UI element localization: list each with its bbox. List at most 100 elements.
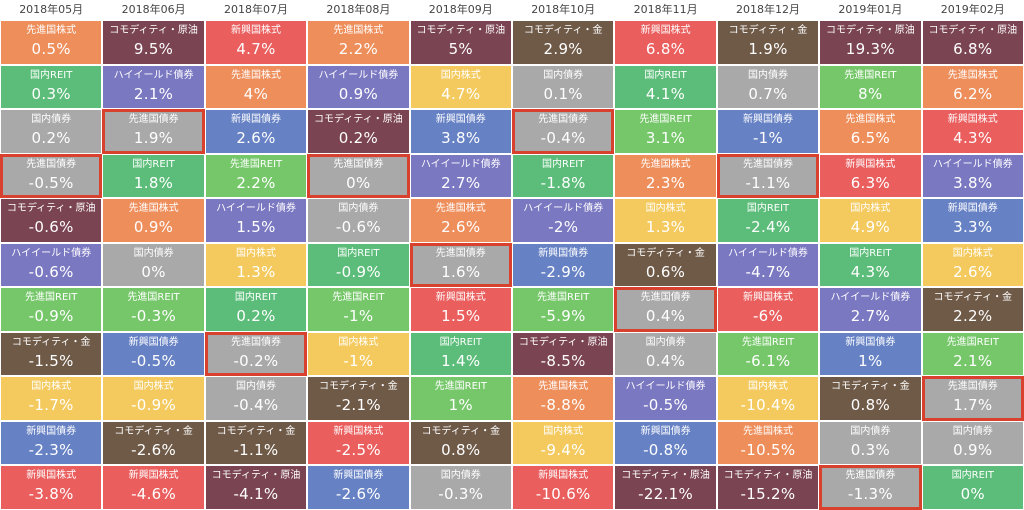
ranking-cell: 国内債券 0.7%: [716, 64, 820, 109]
ranking-cell: 国内債券 -0.6%: [307, 198, 410, 243]
return-value: -0.6%: [335, 218, 381, 236]
ranking-cell: 先進国債券 1.9%: [102, 109, 205, 154]
return-value: 1.9%: [133, 129, 174, 147]
return-value: -0.5%: [28, 173, 74, 192]
asset-label: ハイイールド債券: [728, 247, 808, 259]
ranking-cell: 先進国株式 2.3%: [614, 153, 717, 198]
asset-label: 先進国債券: [845, 470, 896, 481]
ranking-cell: 先進国REIT -0.9%: [0, 287, 103, 332]
asset-label: 先進国REIT: [844, 69, 897, 81]
return-value: -2.6%: [335, 485, 381, 503]
month-header: 2018年05月: [19, 3, 84, 16]
ranking-cell: 国内REIT 1.8%: [102, 153, 205, 198]
ranking-cell: 国内株式 -9.4%: [512, 420, 615, 465]
ranking-cell: コモディティ・金 -2.1%: [307, 376, 410, 421]
asset-label: 国内REIT: [439, 336, 482, 348]
return-value: 4.1%: [645, 84, 686, 103]
ranking-cell: 新興国債券 -0.8%: [614, 420, 717, 465]
return-value: 9.5%: [133, 40, 174, 58]
return-value: -1.3%: [847, 485, 893, 503]
asset-label: 新興国債券: [538, 247, 589, 259]
return-value: -9.4%: [540, 440, 586, 459]
ranking-cell: 先進国債券 -1.1%: [716, 153, 820, 198]
return-value: -0.9%: [131, 396, 177, 414]
ranking-cell: 国内債券 0.3%: [819, 420, 922, 465]
asset-label: 新興国株式: [742, 292, 793, 303]
return-value: -8.8%: [540, 396, 586, 414]
ranking-cell: 先進国株式 -8.8%: [512, 376, 615, 421]
asset-label: 国内債券: [952, 425, 993, 437]
asset-label: 国内債券: [747, 69, 788, 81]
return-value: -1.1%: [745, 173, 791, 192]
ranking-cell: 国内株式 4.9%: [819, 198, 922, 243]
asset-label: 新興国債券: [640, 425, 691, 437]
return-value: 1.3%: [236, 262, 276, 281]
return-value: 1.5%: [236, 218, 276, 236]
return-value: 4.3%: [850, 262, 891, 281]
ranking-cell: コモディティ・原油 -0.6%: [0, 198, 103, 243]
month-header: 2019年02月: [940, 3, 1005, 16]
ranking-cell: 先進国REIT 2.2%: [204, 153, 308, 198]
ranking-cell: 新興国株式 4.7%: [204, 20, 308, 65]
return-value: -2.3%: [28, 440, 74, 459]
return-value: 2.2%: [953, 307, 993, 325]
asset-label: 先進国債券: [640, 292, 691, 303]
asset-label: 国内債券: [338, 203, 379, 214]
ranking-cell: コモディティ・原油 -4.1%: [204, 465, 308, 510]
month-header: 2019年01月: [838, 3, 903, 16]
asset-label: コモディティ・金: [831, 381, 910, 392]
return-value: 4.7%: [236, 40, 276, 58]
asset-label: 国内株式: [747, 381, 788, 392]
return-value: -1.5%: [28, 351, 74, 370]
asset-label: 新興国株式: [640, 25, 691, 36]
asset-label: 新興国債券: [128, 336, 179, 348]
asset-label: 国内REIT: [951, 470, 994, 481]
ranking-cell: 新興国株式 -4.6%: [102, 465, 205, 510]
return-value: -5.9%: [540, 307, 586, 325]
ranking-cell: 新興国債券 -1%: [716, 109, 820, 154]
return-value: 6.3%: [850, 173, 891, 192]
ranking-cell: 新興国債券 3.8%: [409, 109, 512, 154]
ranking-cell: 先進国債券 -0.5%: [0, 153, 103, 198]
return-value: 2.7%: [441, 173, 481, 192]
ranking-cell: 先進国債券 0.4%: [614, 287, 717, 332]
return-value: 3.1%: [645, 129, 686, 147]
ranking-cell: ハイイールド債券 2.7%: [409, 153, 512, 198]
ranking-cell: 国内株式 2.6%: [921, 242, 1024, 287]
asset-label: 先進国REIT: [25, 292, 78, 303]
ranking-cell: 国内株式 1.3%: [614, 198, 717, 243]
ranking-cell: コモディティ・原油 9.5%: [102, 20, 205, 65]
ranking-cell: 先進国REIT -6.1%: [716, 331, 820, 376]
asset-label: コモディティ・原油: [109, 25, 198, 36]
asset-label: 先進国株式: [435, 203, 486, 214]
return-value: 1%: [858, 351, 883, 370]
return-value: 1.6%: [441, 262, 481, 281]
asset-label: 先進国株式: [947, 69, 998, 81]
asset-label: 国内REIT: [849, 247, 892, 259]
asset-label: 新興国債券: [742, 114, 793, 125]
return-value: 4.3%: [953, 129, 993, 147]
ranking-cell: ハイイールド債券 -0.5%: [614, 376, 717, 421]
return-value: 4%: [243, 84, 269, 103]
return-value: 2.7%: [850, 307, 891, 325]
return-value: 0.4%: [645, 351, 686, 370]
asset-label: ハイイールド債券: [420, 158, 501, 170]
asset-label: 先進国株式: [26, 25, 77, 36]
asset-label: 国内REIT: [644, 69, 687, 81]
ranking-cell: ハイイールド債券 -0.6%: [0, 242, 103, 287]
asset-label: 国内債券: [850, 425, 891, 437]
ranking-cell: 新興国債券 -2.3%: [0, 420, 103, 465]
return-value: 0.6%: [645, 262, 686, 281]
ranking-cell: 国内REIT 0.3%: [0, 64, 103, 109]
asset-label: 先進国REIT: [229, 158, 283, 170]
asset-label: 国内REIT: [30, 69, 73, 81]
asset-label: 先進国REIT: [741, 336, 795, 348]
return-value: -2.6%: [131, 440, 177, 459]
return-value: -0.9%: [28, 307, 74, 325]
asset-label: コモディティ・金: [319, 381, 398, 392]
ranking-cell: 先進国株式 -10.5%: [716, 420, 820, 465]
return-value: 2.2%: [236, 173, 276, 192]
asset-label: 先進国株式: [128, 203, 179, 214]
ranking-cell: 国内REIT 1.4%: [409, 331, 512, 376]
asset-label: コモディティ・金: [728, 25, 808, 36]
